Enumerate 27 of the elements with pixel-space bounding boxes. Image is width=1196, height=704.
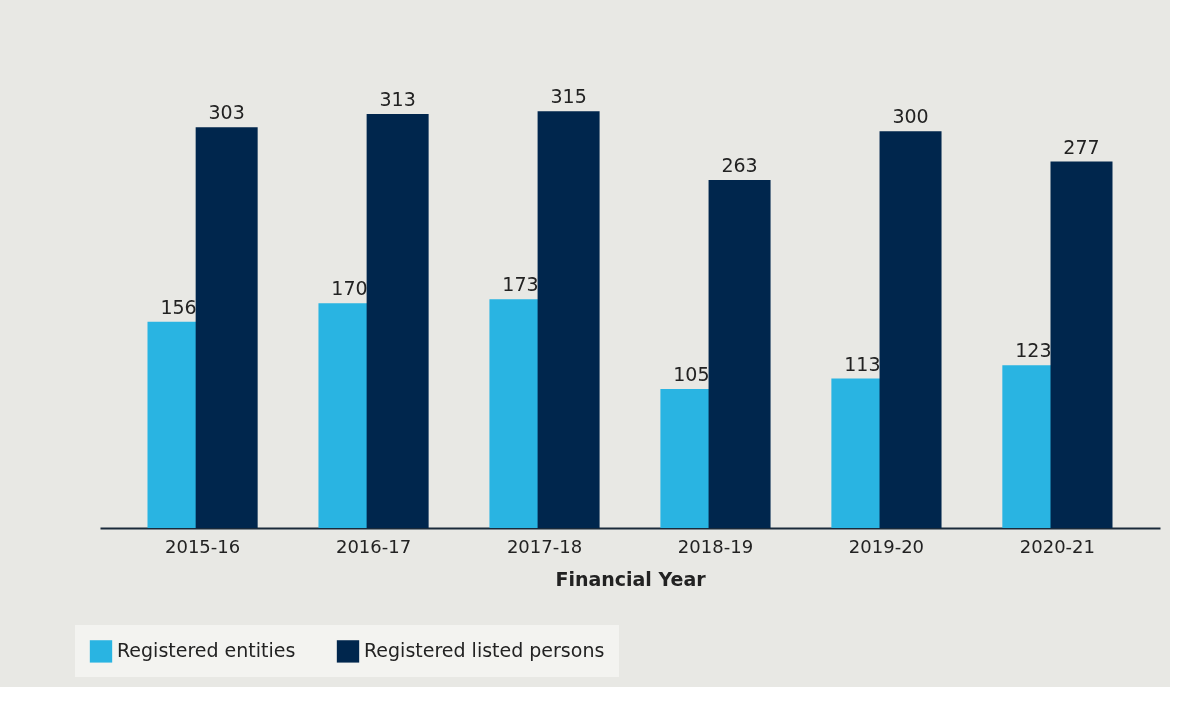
bar [195, 127, 258, 528]
x-tick-label: 2017-18 [506, 535, 583, 557]
data-label: 123 [1015, 339, 1052, 362]
data-label: 303 [208, 101, 245, 124]
bar [1050, 161, 1113, 528]
x-tick-label: 2018-19 [677, 535, 754, 557]
data-label: 156 [160, 295, 197, 318]
bar [366, 113, 429, 528]
x-tick-label: 2015-16 [164, 535, 241, 557]
data-label: 315 [550, 85, 587, 108]
legend-label: Registered listed persons [364, 639, 605, 662]
legend-label: Registered entities [117, 639, 296, 662]
bar [537, 111, 600, 528]
bar [879, 131, 942, 528]
data-label: 105 [673, 363, 710, 386]
data-label: 313 [379, 87, 416, 110]
data-label: 113 [844, 352, 881, 375]
bar [708, 180, 771, 528]
data-label: 277 [1063, 135, 1100, 158]
data-label: 300 [892, 105, 929, 128]
x-tick-label: 2016-17 [335, 535, 412, 557]
data-label: 173 [502, 273, 539, 296]
x-tick-label: 2019-20 [848, 535, 925, 557]
x-axis-title: Financial Year [555, 567, 707, 590]
data-label: 170 [331, 277, 368, 300]
data-label: 263 [721, 154, 758, 177]
x-tick-label: 2020-21 [1019, 535, 1096, 557]
